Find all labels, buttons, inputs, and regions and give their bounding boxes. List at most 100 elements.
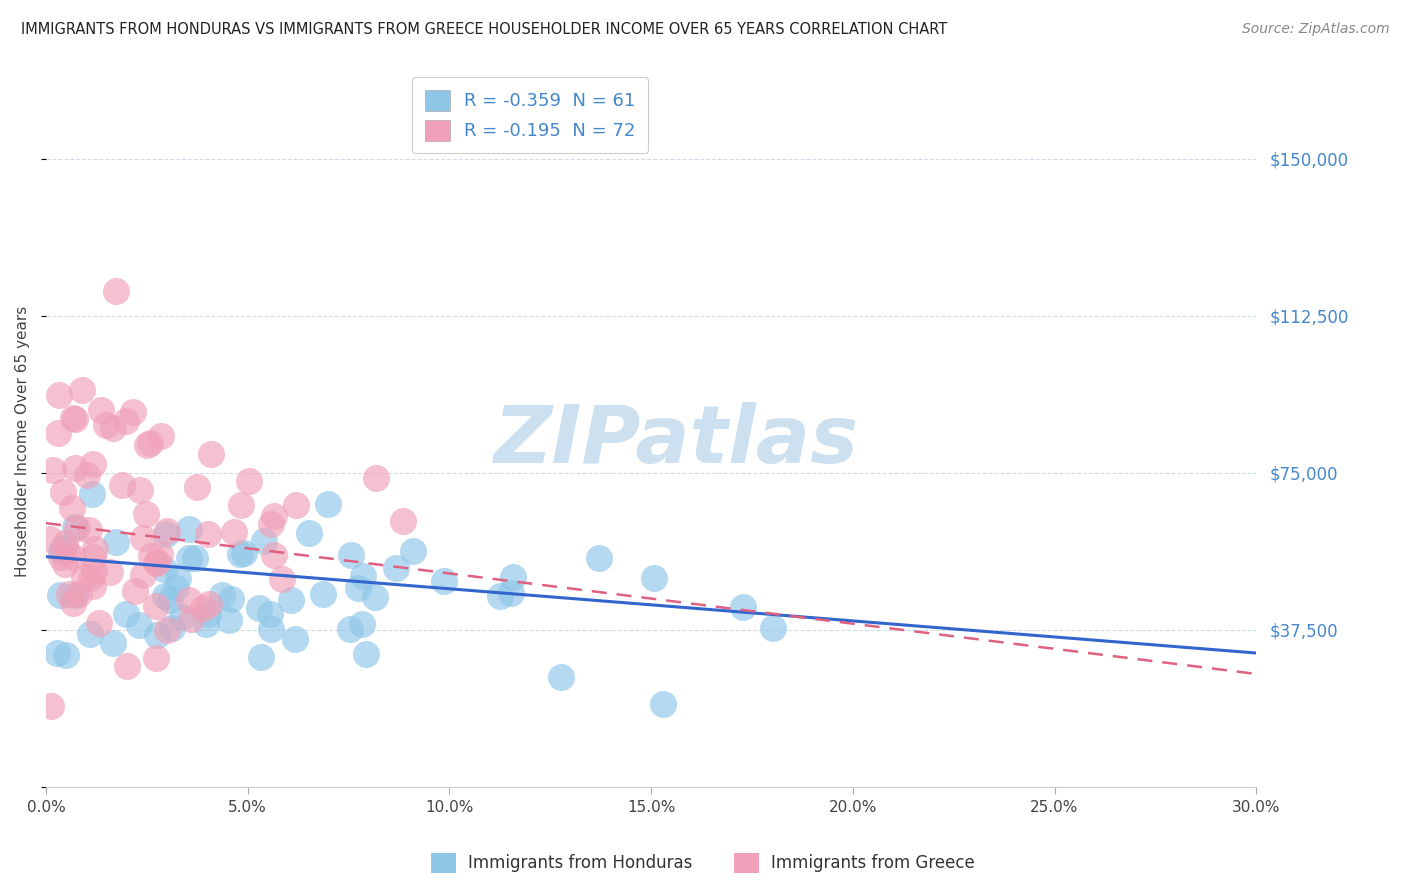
Point [502, 570, 524, 584]
Point [271, 572, 294, 586]
Point [62, 410, 84, 425]
Point [156, 524, 179, 539]
Point [652, 697, 675, 711]
Point [58, 586, 80, 600]
Point [733, 599, 755, 614]
Point [104, 284, 127, 298]
Point [259, 622, 281, 636]
Point [149, 547, 172, 561]
Point [499, 586, 522, 600]
Point [366, 470, 388, 484]
Point [89, 615, 111, 630]
Point [55, 648, 77, 662]
Point [298, 525, 321, 540]
Point [177, 550, 200, 565]
Point [63, 461, 86, 475]
Point [350, 617, 373, 632]
Point [153, 562, 176, 576]
Point [219, 592, 242, 607]
Point [364, 590, 387, 604]
Point [111, 478, 134, 492]
Point [49, 544, 72, 558]
Point [155, 526, 177, 541]
Point [347, 581, 370, 595]
Point [156, 623, 179, 637]
Point [194, 616, 217, 631]
Point [550, 670, 572, 684]
Point [77, 523, 100, 537]
Point [356, 647, 378, 661]
Point [101, 636, 124, 650]
Point [229, 499, 252, 513]
Point [115, 414, 138, 428]
Point [82, 579, 104, 593]
Point [145, 556, 167, 570]
Point [80, 486, 103, 500]
Point [433, 574, 456, 588]
Point [339, 622, 361, 636]
Point [67, 586, 90, 600]
Point [263, 548, 285, 562]
Point [165, 581, 187, 595]
Point [260, 516, 283, 531]
Point [179, 593, 201, 607]
Text: IMMIGRANTS FROM HONDURAS VS IMMIGRANTS FROM GREECE HOUSEHOLDER INCOME OVER 65 YE: IMMIGRANTS FROM HONDURAS VS IMMIGRANTS F… [21, 22, 948, 37]
Point [186, 480, 208, 494]
Point [60, 500, 83, 515]
Point [489, 589, 512, 603]
Point [82, 458, 104, 472]
Point [229, 547, 252, 561]
Point [385, 561, 408, 575]
Point [211, 588, 233, 602]
Point [55, 545, 77, 559]
Point [134, 507, 156, 521]
Point [172, 609, 194, 624]
Point [65, 520, 87, 534]
Point [131, 531, 153, 545]
Point [197, 607, 219, 621]
Point [247, 601, 270, 615]
Point [82, 550, 104, 565]
Point [52, 541, 75, 555]
Point [588, 551, 610, 566]
Point [79, 627, 101, 641]
Point [352, 568, 374, 582]
Point [46, 646, 69, 660]
Point [76, 467, 98, 482]
Y-axis label: Householder Income Over 65 years: Householder Income Over 65 years [15, 306, 30, 577]
Point [145, 650, 167, 665]
Point [145, 599, 167, 613]
Point [129, 483, 152, 498]
Point [49, 550, 72, 565]
Point [63, 412, 86, 426]
Point [66, 521, 89, 535]
Point [253, 533, 276, 548]
Point [62, 549, 84, 564]
Point [101, 421, 124, 435]
Point [159, 593, 181, 607]
Point [263, 509, 285, 524]
Point [312, 586, 335, 600]
Point [52, 484, 75, 499]
Point [139, 435, 162, 450]
Point [121, 405, 143, 419]
Point [83, 565, 105, 579]
Point [177, 522, 200, 536]
Point [139, 549, 162, 563]
Point [191, 600, 214, 615]
Point [391, 514, 413, 528]
Point [146, 555, 169, 569]
Point [200, 447, 222, 461]
Point [259, 607, 281, 621]
Point [149, 429, 172, 443]
Point [153, 589, 176, 603]
Point [39, 699, 62, 714]
Point [167, 571, 190, 585]
Point [762, 621, 785, 635]
Point [94, 417, 117, 432]
Point [318, 497, 340, 511]
Point [146, 627, 169, 641]
Point [72, 383, 94, 397]
Point [128, 618, 150, 632]
Text: ZIPatlas: ZIPatlas [494, 402, 858, 481]
